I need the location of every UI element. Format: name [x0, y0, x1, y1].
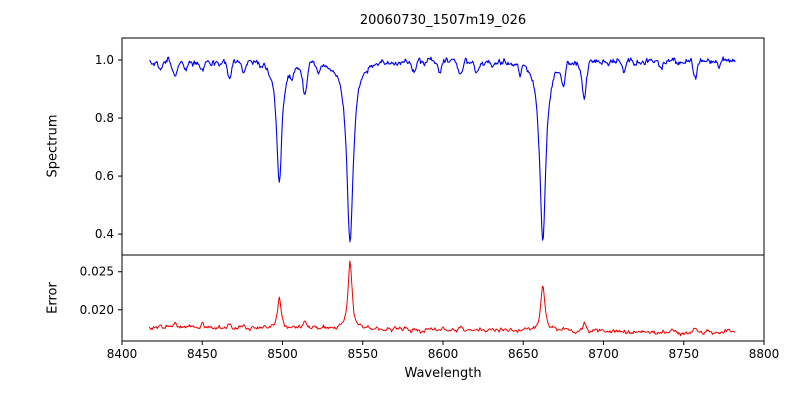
error-line	[148, 260, 736, 337]
spectrum-line	[149, 56, 736, 243]
x-tick-label: 8700	[588, 347, 619, 361]
x-tick-label: 8500	[267, 347, 298, 361]
x-tick-label: 8800	[749, 347, 780, 361]
spectrum-y-tick-label: 0.8	[95, 111, 114, 125]
spectrum-panel-frame	[121, 37, 765, 256]
error-y-tick-label: 0.025	[80, 265, 114, 279]
spectrum-y-tick-label: 1.0	[95, 53, 114, 67]
x-tick-label: 8650	[508, 347, 539, 361]
x-axis-label: Wavelength	[404, 366, 482, 381]
x-tick-label: 8450	[187, 347, 218, 361]
x-tick-label: 8400	[107, 347, 138, 361]
error-y-tick-label: 0.020	[80, 303, 114, 317]
x-tick-label: 8550	[347, 347, 378, 361]
chart-title: 20060730_1507m19_026	[359, 13, 527, 28]
spectrum-y-tick-label: 0.6	[95, 169, 114, 183]
x-tick-label: 8750	[668, 347, 699, 361]
spectrum-y-tick-label: 0.4	[95, 227, 114, 241]
x-tick-label: 8600	[428, 347, 459, 361]
